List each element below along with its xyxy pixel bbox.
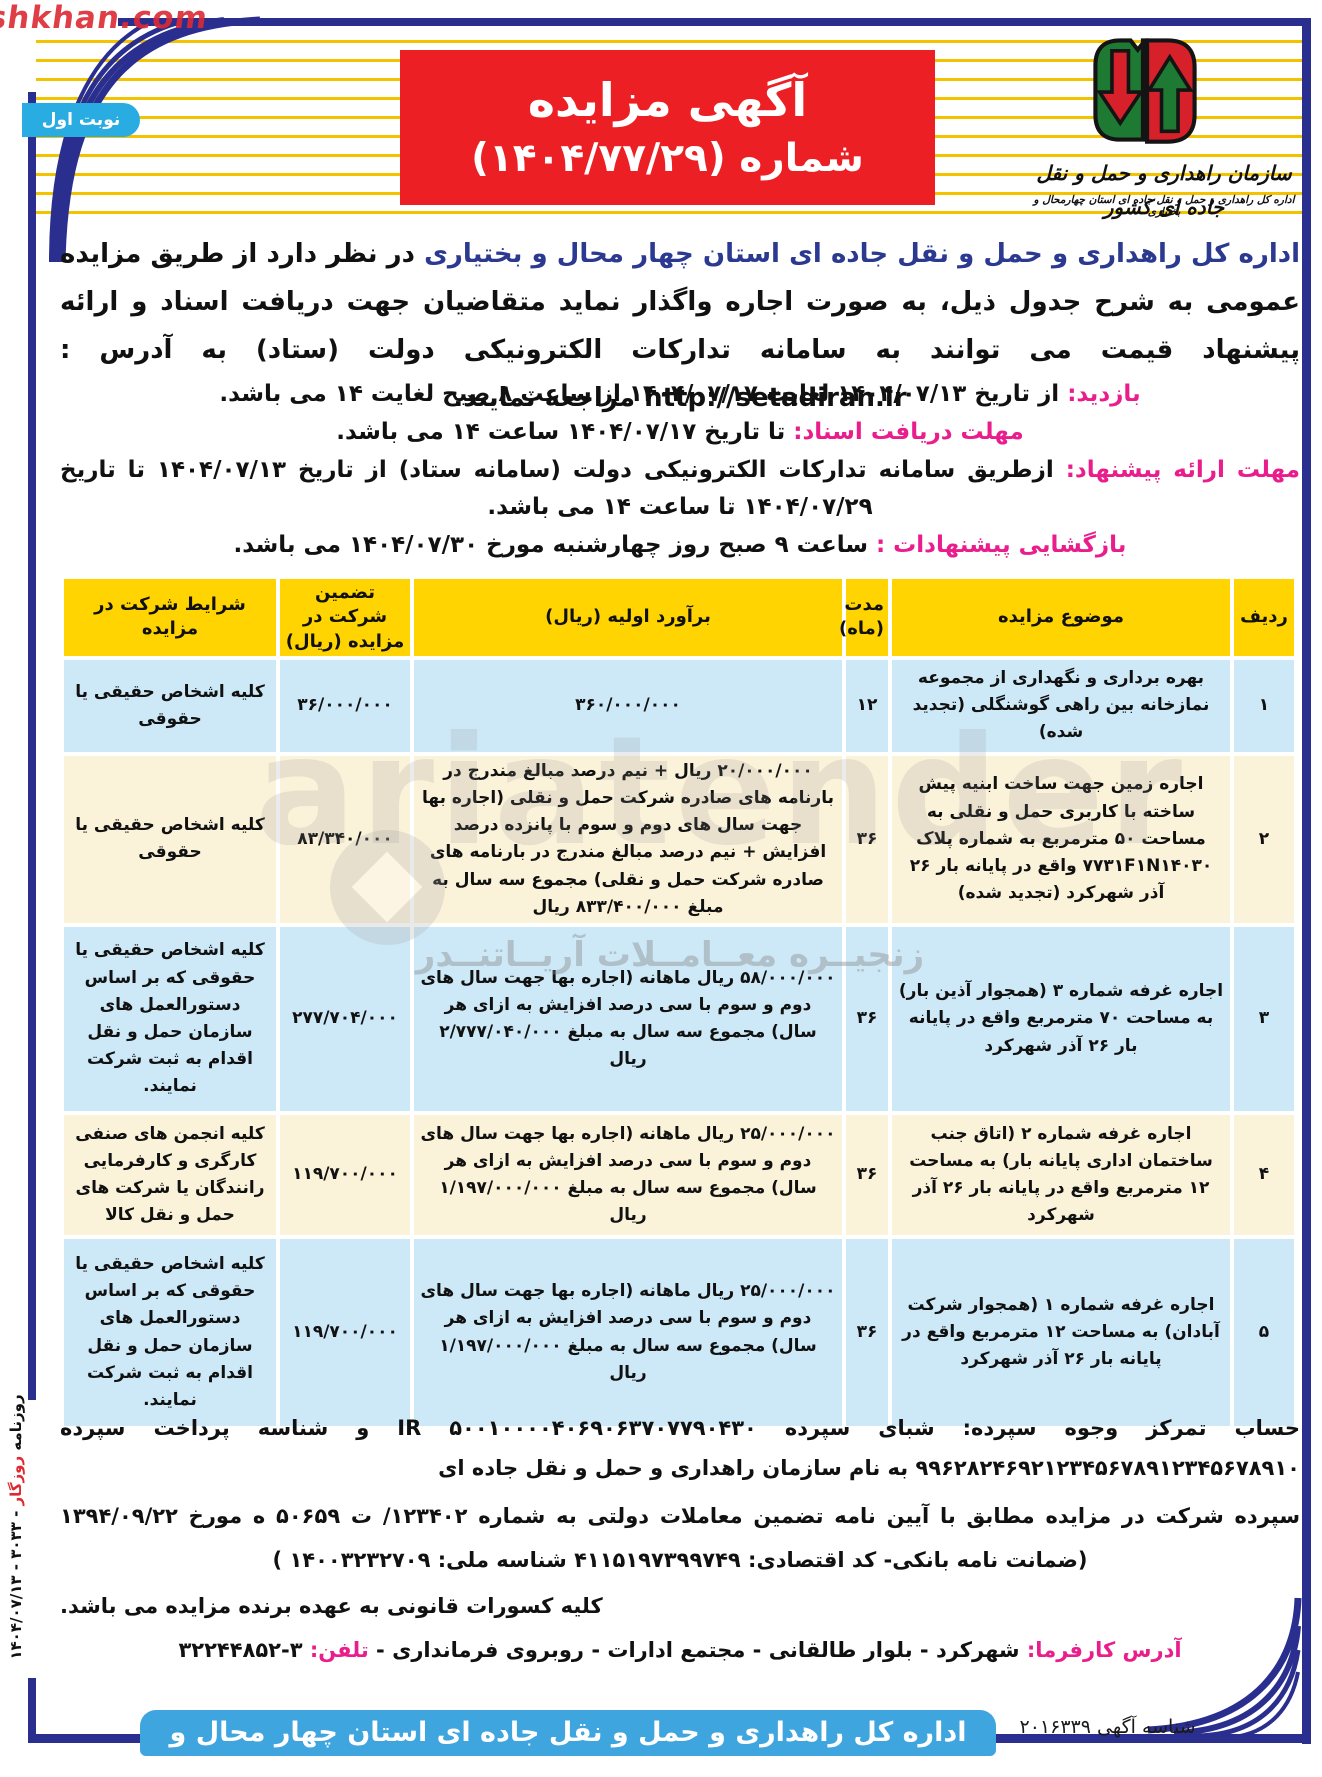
address-label: آدرس کارفرما: [1026,1638,1182,1662]
cell-estimate: ۲۵/۰۰۰/۰۰۰ ریال ماهانه (اجاره بها جهت سا… [414,1115,842,1236]
cell-guarantee: ۲۷۷/۷۰۴/۰۰۰ [280,927,410,1112]
cell-conditions: کلیه اشخاص حقیقی یا حقوقی که بر اساس دست… [64,1239,276,1427]
intro-body-text: در نظر دارد از طریق مزایده عمومی به شرح … [60,239,1300,365]
ad-id-label: شناسه آگهی [1096,1716,1196,1738]
notice-offer-deadline-label: مهلت ارائه پیشنهاد: [1065,457,1301,483]
cell-duration: ۳۶ [846,755,888,924]
cell-estimate: ۲۵/۰۰۰/۰۰۰ ریال ماهانه (اجاره بها جهت سا… [414,1239,842,1427]
cell-subject: اجاره زمین جهت ساخت ابنیه پیش ساخته با ک… [892,755,1230,924]
table-row: ۵ اجاره غرفه شماره ۱ (همجوار شرکت آبادان… [64,1239,1294,1427]
table-row: ۲ اجاره زمین جهت ساخت ابنیه پیش ساخته با… [64,755,1294,924]
cell-duration: ۳۶ [846,927,888,1112]
cell-subject: بهره برداری و نگهداری از مجموعه نمازخانه… [892,659,1230,752]
logo-up-arrow [1145,53,1194,134]
address-text: شهرکرد - بلوار طالقانی - مجتمع ادارات - … [368,1638,1027,1662]
ad-number: شماره (۱۴۰۴/۷۷/۲۹) [471,135,864,181]
cell-conditions: کلیه اشخاص حقیقی یا حقوقی [64,755,276,924]
notice-visit: بازدید: از تاریخ ۱۴۰۴/۰۷/۱۳ لغایت ۱۴۰۴/۰… [60,376,1300,413]
cell-estimate: ۲۰/۰۰۰/۰۰۰ ریال + نیم درصد مبالغ مندرج د… [414,755,842,924]
cell-row-number: ۲ [1234,755,1294,924]
title-box: آگهی مزایده شماره (۱۴۰۴/۷۷/۲۹) [400,50,935,205]
frame-top-border [118,18,1311,26]
notice-document-deadline: مهلت دریافت اسناد: تا تاریخ ۱۴۰۴/۰۷/۱۷ س… [60,414,1300,451]
bank-guarantee-line: (ضمانت نامه بانکی- کد اقتصادی: ۴۱۱۵۱۹۷۳۹… [272,1548,1088,1572]
frame-right-border [1302,18,1311,1744]
cell-guarantee: ۱۱۹/۷۰۰/۰۰۰ [280,1239,410,1427]
header-conditions: شرایط شرکت در مزایده [64,579,276,656]
logo-down-arrow [1096,48,1145,127]
cell-subject: اجاره غرفه شماره ۳ (همجوار آذین بار) به … [892,927,1230,1112]
cell-row-number: ۵ [1234,1239,1294,1427]
header-subject: موضوع مزایده [892,579,1230,656]
cell-conditions: کلیه اشخاص حقیقی یا حقوقی [64,659,276,752]
notice-opening-text: ساعت ۹ صبح روز چهارشنبه مورخ ۱۴۰۴/۰۷/۳۰ … [233,532,876,558]
notice-document-deadline-label: مهلت دریافت اسناد: [793,419,1024,445]
header-duration: مدت (ماه) [839,579,888,656]
frame-left-border-upper [28,92,36,1400]
cell-subject: اجاره غرفه شماره ۱ (همجوار شرکت آبادان) … [892,1239,1230,1427]
cell-row-number: ۳ [1234,927,1294,1112]
ad-title: آگهی مزایده [527,72,808,127]
intro-organization-name: اداره کل راهداری و حمل و نقل جاده ای است… [424,239,1300,269]
footer-block: حساب تمرکز وجوه سپرده: شبای سپرده ۵۰۰۱۰۰… [60,1408,1300,1676]
bottom-right-corner-flourish [1147,1597,1302,1740]
cell-duration: ۳۶ [846,1239,888,1427]
setadiran-url[interactable]: http://setadiran.ir [644,383,907,413]
ad-id-value: ۲۰۱۶۳۳۹ [1019,1716,1097,1738]
bottom-organization-band: اداره کل راهداری و حمل و نقل جاده ای است… [140,1710,996,1777]
site-watermark-text: shkhan.com [0,0,211,36]
cell-estimate: ۵۸/۰۰۰/۰۰۰ ریال ماهانه (اجاره بها جهت سا… [414,927,842,1112]
notice-opening-label: بازگشایی پیشنهادات : [875,532,1127,558]
round-badge: نوبت اول [22,103,140,137]
legal-deductions-line: کلیه کسورات قانونی به عهده برنده مزایده … [60,1594,603,1618]
phone-label: تلفن: [309,1638,369,1662]
table-row: ۱ بهره برداری و نگهداری از مجموعه نمازخا… [64,659,1294,752]
notice-visit-label: بازدید: [1067,381,1141,407]
top-left-corner-flourish [49,16,261,263]
cell-guarantee: ۱۱۹/۷۰۰/۰۰۰ [280,1115,410,1236]
intro-tail-text: مراجعه نمایند. [453,383,645,413]
deposit-account-line: حساب تمرکز وجوه سپرده: شبای سپرده ۵۰۰۱۰۰… [60,1416,1301,1480]
newspaper-credit: روزنامه روزگار - ۳۰۳۳ - ۱۴۰۴/۰۷/۱۳ [4,1377,28,1677]
notice-offer-deadline: مهلت ارائه پیشنهاد: ازطریق سامانه تدارکا… [60,452,1300,526]
credit-newspaper-name: روزگار [7,1455,25,1506]
credit-suffix: - ۳۰۳۳ - ۱۴۰۴/۰۷/۱۳ [7,1505,25,1660]
credit-prefix: روزنامه [7,1394,25,1456]
cell-estimate: ۳۶۰/۰۰۰/۰۰۰ [414,659,842,752]
cell-subject: اجاره غرفه شماره ۲ (اتاق جنب ساختمان ادا… [892,1115,1230,1236]
employer-address-line: آدرس کارفرما: شهرکرد - بلوار طالقانی - م… [60,1630,1300,1670]
cell-guarantee: ۳۶/۰۰۰/۰۰۰ [280,659,410,752]
notice-visit-text: از تاریخ ۱۴۰۴/۰۷/۱۳ لغایت ۱۴۰۴/۰۷/۱۷ از … [219,381,1068,407]
header-row-number: ردیف [1234,579,1294,656]
notice-offer-deadline-text: ازطریق سامانه تدارکات الکترونیکی دولت (س… [60,457,1066,520]
cell-conditions: کلیه اشخاص حقیقی یا حقوقی که بر اساس دست… [64,927,276,1112]
table-header-row: ردیف موضوع مزایده مدت (ماه) برآورد اولیه… [64,579,1294,656]
cell-guarantee: ۸۳/۳۴۰/۰۰۰ [280,755,410,924]
notice-lines: بازدید: از تاریخ ۱۴۰۴/۰۷/۱۳ لغایت ۱۴۰۴/۰… [60,376,1300,565]
ad-id: شناسه آگهی ۲۰۱۶۳۳۹ [1000,1716,1215,1738]
organization-logo-icon [1083,26,1207,152]
cell-conditions: کلیه انجمن های صنفی کارگری و کارفرمایی ر… [64,1115,276,1236]
table-row: ۴ اجاره غرفه شماره ۲ (اتاق جنب ساختمان ا… [64,1115,1294,1236]
cell-duration: ۳۶ [846,1115,888,1236]
intro-paragraph: اداره کل راهداری و حمل و نقل جاده ای است… [60,230,1300,422]
cell-duration: ۱۲ [846,659,888,752]
logo-department-name: اداره کل راهداری و حمل و نقل جاده ای است… [1033,194,1295,218]
frame-left-border-lower [28,1678,36,1743]
table-row: ۳ اجاره غرفه شماره ۳ (همجوار آذین بار) ب… [64,927,1294,1112]
phone-value: ۳-۳۲۲۴۴۸۵۲ [178,1638,310,1662]
header-guarantee: تضمین شرکت در مزایده (ریال) [280,579,410,656]
cell-row-number: ۴ [1234,1115,1294,1236]
cell-row-number: ۱ [1234,659,1294,752]
notice-opening: بازگشایی پیشنهادات : ساعت ۹ صبح روز چهار… [60,527,1300,564]
tender-table: ردیف موضوع مزایده مدت (ماه) برآورد اولیه… [60,575,1298,1430]
logo-organization-name: سازمان راهداری و حمل و نقل جاده ای کشور [1036,161,1292,219]
guarantee-regulation-line: سپرده شرکت در مزایده مطابق با آیین نامه … [60,1504,1300,1528]
notice-document-deadline-text: تا تاریخ ۱۴۰۴/۰۷/۱۷ ساعت ۱۴ می باشد. [336,419,794,445]
header-estimate: برآورد اولیه (ریال) [414,579,842,656]
